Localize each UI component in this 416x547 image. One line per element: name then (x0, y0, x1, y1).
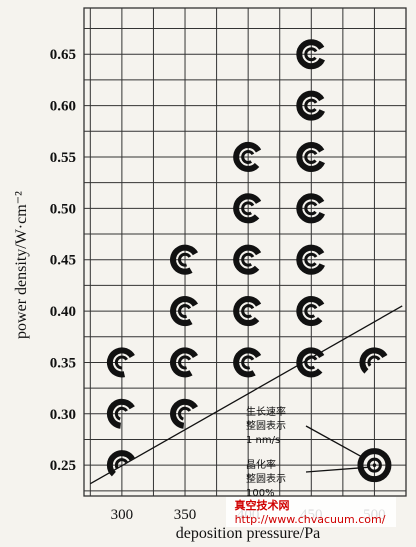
y-tick-label: 0.55 (50, 150, 76, 166)
growth-arc (106, 398, 135, 429)
legend-center-dot (372, 463, 377, 467)
legend-full-crystallinity-circle (366, 457, 382, 473)
growth-arc (170, 244, 199, 275)
legend-full-growth-circle (357, 448, 392, 483)
growth-arc (296, 244, 325, 275)
growth-arc (296, 296, 325, 326)
legend: 生长速率 整圆表示 1 nm/s 晶化率 整圆表示 100% (246, 405, 392, 499)
growth-arc (296, 142, 325, 172)
y-tick-labels: 0.25 0.30 0.35 0.40 0.45 0.50 0.55 0.60 0.65 (50, 47, 76, 474)
y-axis-label: power density/W·cm⁻² (13, 191, 30, 339)
growth-arc (170, 398, 199, 429)
data-point-marker (296, 296, 325, 326)
crystallinity-arc (241, 201, 255, 216)
data-point-marker (296, 90, 325, 121)
crystallinity-arc (304, 47, 318, 62)
growth-arc (170, 296, 199, 327)
y-tick-label: 0.65 (50, 47, 76, 63)
data-point-marker (170, 398, 199, 429)
growth-arc (296, 39, 325, 70)
growth-arc (170, 347, 199, 378)
watermark-url: http://www.chvacuum.com/ (235, 513, 386, 526)
growth-arc (106, 450, 135, 477)
x-tick-label: 300 (111, 507, 134, 523)
growth-arc (296, 347, 325, 378)
y-tick-label: 0.45 (50, 253, 76, 269)
legend-cryst-text-3: 100% (246, 488, 275, 499)
growth-arc (359, 347, 388, 374)
y-tick-label: 0.35 (50, 355, 76, 371)
data-point-marker (296, 244, 325, 275)
crystallinity-arc (367, 355, 381, 367)
data-point-marker (233, 296, 262, 326)
growth-arc (233, 296, 262, 326)
crystallinity-arc (178, 304, 192, 319)
crystallinity-arc (241, 304, 255, 319)
data-point-marker (170, 347, 199, 378)
data-point-marker (233, 142, 262, 172)
crystallinity-arc (304, 201, 318, 216)
data-point-marker (233, 193, 262, 224)
data-point-marker (296, 39, 325, 70)
crystallinity-arc (114, 458, 128, 470)
legend-growth-text-1: 生长速率 (246, 405, 286, 418)
growth-arc (106, 347, 135, 378)
data-point-marker (233, 244, 262, 275)
y-tick-label: 0.40 (50, 304, 76, 320)
legend-cryst-leader (305, 466, 370, 473)
growth-arc (296, 90, 325, 121)
y-tick-label: 0.50 (50, 201, 76, 217)
crystallinity-arc (178, 355, 192, 370)
crystallinity-arc (114, 355, 128, 370)
data-points (106, 39, 388, 477)
x-tick-label: 350 (174, 507, 197, 523)
data-point-marker (233, 347, 262, 378)
crystallinity-arc (114, 406, 128, 421)
crystallinity-arc (178, 406, 192, 421)
crystallinity-arc (178, 252, 192, 267)
growth-arc (233, 347, 262, 378)
crystallinity-arc (241, 252, 255, 267)
watermark-title: 真空技术网 (235, 498, 290, 512)
data-point-marker (296, 347, 325, 378)
boundary-line-layer (89, 305, 403, 485)
growth-arc (233, 142, 262, 172)
crystallinity-arc (304, 149, 318, 164)
crystallinity-arc (241, 149, 255, 164)
crystallinity-arc (304, 252, 318, 267)
growth-arc (296, 193, 325, 224)
y-tick-label: 0.60 (50, 99, 76, 115)
data-point-marker (170, 296, 199, 327)
crystallinity-arc (304, 304, 318, 319)
data-point-marker (106, 450, 135, 477)
data-point-marker (359, 347, 388, 374)
legend-cryst-text-2: 整圆表示 (246, 472, 286, 485)
plot-frame (83, 7, 407, 497)
legend-growth-leader (305, 425, 363, 458)
growth-arc (233, 244, 262, 275)
data-point-marker (296, 193, 325, 224)
growth-arc (233, 193, 262, 224)
crystallinity-arc (241, 355, 255, 370)
data-point-marker (106, 347, 135, 378)
data-point-marker (170, 244, 199, 275)
legend-cryst-text-1: 晶化率 (246, 458, 276, 471)
legend-growth-text-3: 1 nm/s (246, 435, 280, 446)
y-tick-label: 0.30 (50, 407, 76, 423)
boundary-line (89, 305, 403, 485)
data-point-marker (296, 142, 325, 172)
grid (83, 7, 407, 497)
y-tick-label: 0.25 (50, 458, 76, 474)
crystallinity-arc (304, 98, 318, 113)
watermark-background (226, 497, 396, 527)
data-point-marker (106, 398, 135, 429)
x-axis-label: deposition pressure/Pa (176, 525, 320, 542)
crystallinity-arc (304, 355, 318, 370)
legend-growth-text-2: 整圆表示 (246, 419, 286, 432)
watermark: 真空技术网 http://www.chvacuum.com/ (226, 497, 396, 527)
